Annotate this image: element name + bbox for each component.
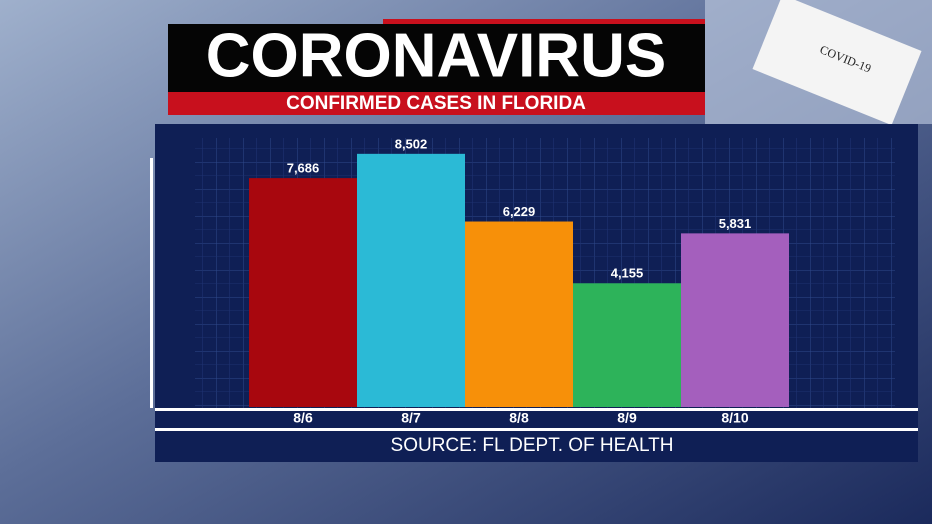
title-accent xyxy=(383,19,705,25)
bar xyxy=(465,221,573,407)
x-tick-label: 8/10 xyxy=(721,410,748,426)
source: SOURCE: FL DEPT. OF HEALTH xyxy=(391,435,674,456)
separator xyxy=(155,428,918,431)
bar xyxy=(681,233,789,407)
chart-title: CORONAVIRUS xyxy=(206,21,666,90)
value-label: 4,155 xyxy=(611,266,644,281)
axis-line xyxy=(150,158,153,408)
value-label: 6,229 xyxy=(503,204,536,219)
x-tick-label: 8/8 xyxy=(509,410,529,426)
subtitle-box xyxy=(168,92,705,115)
value-label: 5,831 xyxy=(719,216,752,231)
bar xyxy=(249,178,357,407)
bar xyxy=(573,283,681,407)
x-tick-label: 8/7 xyxy=(401,410,421,426)
value-label: 7,686 xyxy=(287,161,320,176)
chart-subtitle: CONFIRMED CASES IN FLORIDA xyxy=(286,93,586,114)
x-tick-label: 8/9 xyxy=(617,410,637,426)
test-tube-label xyxy=(752,0,922,126)
bar xyxy=(357,153,465,407)
x-tick-label: 8/6 xyxy=(293,410,313,426)
title-box xyxy=(168,24,705,92)
baseline xyxy=(155,408,918,411)
value-label: 8,502 xyxy=(395,136,428,151)
